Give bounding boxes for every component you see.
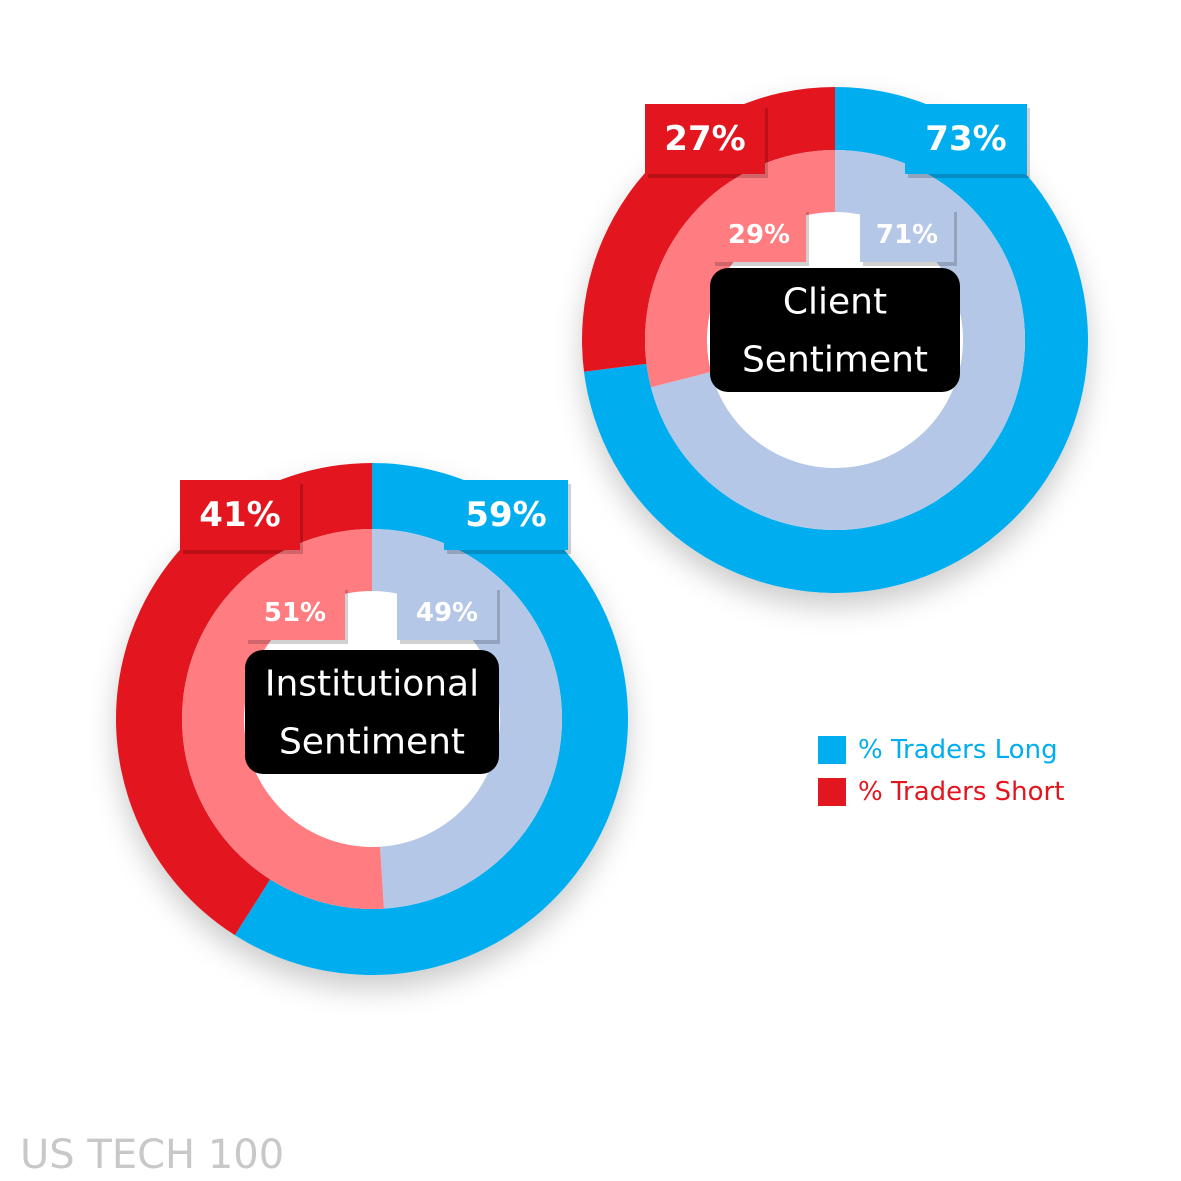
center-title-box bbox=[710, 268, 960, 392]
donut-chart-1: 73% 27% 71% 29% Client Sentiment bbox=[582, 87, 1088, 593]
outer-short-label: 27% bbox=[645, 104, 768, 178]
outer-long-label: 73% bbox=[905, 104, 1030, 178]
inner-long-slice bbox=[372, 529, 563, 909]
inner-short-label-box bbox=[245, 586, 345, 640]
outer-long-label-box bbox=[444, 480, 568, 550]
inner-short-label: 29% bbox=[712, 208, 809, 266]
outer-long-slice bbox=[234, 463, 628, 975]
donut-chart-2: 59% 41% 49% 51% Institutional Sentiment bbox=[116, 463, 628, 975]
outer-long-label-box bbox=[905, 104, 1027, 174]
outer-short-label-box bbox=[180, 480, 300, 550]
inner-long-label-box bbox=[860, 208, 954, 262]
legend: % Traders Long % Traders Short bbox=[818, 735, 1064, 807]
inner-long-label: 71% bbox=[860, 208, 957, 266]
outer-short-label-text: 41% bbox=[199, 495, 280, 535]
center-title-line: Institutional bbox=[265, 664, 479, 705]
outer-long-label-text: 59% bbox=[465, 495, 546, 535]
outer-long-label-text: 73% bbox=[925, 119, 1006, 159]
legend-label: % Traders Long bbox=[858, 735, 1058, 765]
inner-long-label: 49% bbox=[397, 586, 500, 644]
center-title-line: Sentiment bbox=[279, 722, 465, 763]
outer-short-label-box bbox=[645, 104, 765, 174]
legend-swatch bbox=[818, 736, 846, 764]
inner-short-label: 51% bbox=[245, 586, 348, 644]
inner-short-slice bbox=[182, 529, 384, 909]
center-title-line: Sentiment bbox=[742, 340, 928, 381]
inner-long-label-text: 49% bbox=[416, 598, 478, 628]
inner-short-label-box bbox=[712, 208, 806, 262]
center-title-line: Client bbox=[783, 282, 887, 323]
outer-short-label: 41% bbox=[180, 480, 303, 554]
instrument-name: US TECH 100 bbox=[20, 1132, 284, 1178]
outer-short-label-text: 27% bbox=[664, 119, 745, 159]
inner-short-label-text: 51% bbox=[264, 598, 326, 628]
inner-long-label-box bbox=[397, 586, 497, 640]
legend-item: % Traders Short bbox=[818, 777, 1064, 807]
center-title: Client Sentiment bbox=[742, 282, 928, 381]
outer-short-slice bbox=[582, 87, 835, 372]
center-title-box bbox=[245, 650, 499, 774]
legend-label: % Traders Short bbox=[858, 777, 1064, 807]
legend-item: % Traders Long bbox=[818, 735, 1058, 765]
outer-long-label: 59% bbox=[444, 480, 571, 554]
outer-short-slice bbox=[116, 463, 372, 936]
inner-long-label-text: 71% bbox=[876, 220, 938, 250]
inner-short-label-text: 29% bbox=[728, 220, 790, 250]
center-title: Institutional Sentiment bbox=[265, 664, 479, 763]
legend-swatch bbox=[818, 778, 846, 806]
